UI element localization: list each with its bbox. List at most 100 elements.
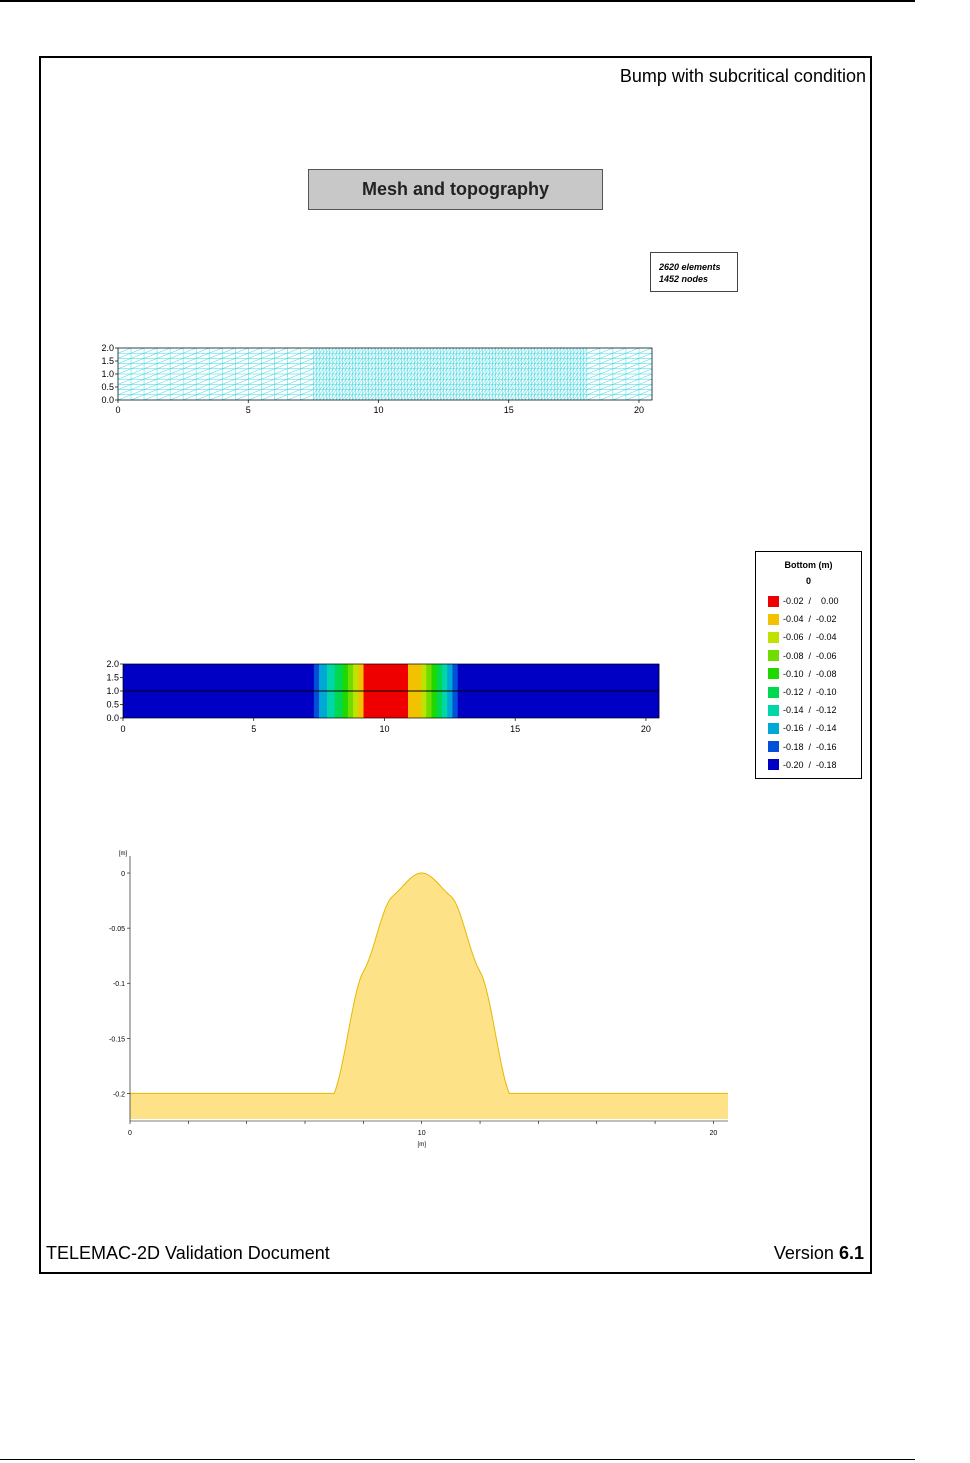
map-y-tick-label: 2.0 <box>106 659 119 669</box>
mesh-diagonal <box>339 394 343 401</box>
mesh-diagonal <box>544 379 549 385</box>
mesh-diagonal <box>326 389 330 395</box>
mesh-diagonal <box>475 358 480 364</box>
mesh-diagonal <box>313 389 317 395</box>
mesh-diagonal <box>335 353 340 359</box>
mesh-diagonal <box>388 358 392 364</box>
mesh-diagonal <box>547 347 552 354</box>
mesh-diagonal <box>261 363 275 370</box>
mesh-diagonal <box>342 379 347 385</box>
mesh-diagonal <box>492 353 496 359</box>
mesh-diagonal <box>368 373 373 380</box>
mesh-diagonal <box>156 384 171 390</box>
mesh-diagonal <box>576 353 581 359</box>
mesh-diagonal <box>388 363 392 369</box>
mesh-diagonal <box>505 358 509 364</box>
mesh-diagonal <box>515 373 519 380</box>
mesh-y-tick-label: 0.0 <box>101 395 114 405</box>
legend-subtitle: 0 <box>805 576 811 586</box>
mesh-diagonal <box>348 358 353 364</box>
mesh-diagonal <box>261 378 275 385</box>
mesh-diagonal <box>453 363 457 369</box>
mesh-diagonal <box>407 368 412 375</box>
mesh-diagonal <box>365 384 369 390</box>
mesh-y-tick-label: 0.5 <box>101 382 114 392</box>
mesh-diagonal <box>407 384 412 390</box>
mesh-diagonal <box>209 347 223 354</box>
mesh-diagonal <box>384 363 389 369</box>
mesh-diagonal <box>430 363 435 369</box>
mesh-diagonal <box>573 384 578 390</box>
mesh-diagonal <box>560 363 565 369</box>
mesh-diagonal <box>427 363 431 369</box>
mesh-diagonal <box>583 368 588 375</box>
mesh-diagonal <box>498 358 503 364</box>
mesh-diagonal <box>469 353 474 359</box>
mesh-diagonal <box>427 353 431 359</box>
mesh-diagonal <box>498 389 503 395</box>
mesh-diagonal <box>300 373 314 380</box>
mesh-diagonal <box>459 394 464 401</box>
mesh-diagonal <box>319 353 324 359</box>
mesh-diagonal <box>544 394 549 401</box>
mesh-diagonal <box>381 379 386 385</box>
mesh-diagonal <box>547 379 552 385</box>
mesh-diagonal <box>453 358 457 364</box>
mesh-diagonal <box>401 347 405 354</box>
mesh-diagonal <box>316 353 321 359</box>
mesh-diagonal <box>332 384 337 390</box>
mesh-diagonal <box>348 363 353 369</box>
mesh-diagonal <box>358 379 363 385</box>
mesh-diagonal <box>498 353 503 359</box>
mesh-diagonal <box>339 358 343 364</box>
mesh-diagonal <box>554 358 558 364</box>
mesh-diagonal <box>371 384 376 390</box>
mesh-diagonal <box>355 389 360 395</box>
mesh-diagonal <box>466 353 470 359</box>
mesh-diagonal <box>563 347 568 354</box>
mesh-diagonal <box>365 358 369 364</box>
mesh-diagonal <box>355 358 360 364</box>
mesh-diagonal <box>319 347 324 354</box>
mesh-diagonal <box>335 373 340 380</box>
mesh-diagonal <box>482 347 487 354</box>
mesh-diagonal <box>248 389 262 396</box>
mesh-diagonal <box>209 368 223 375</box>
mesh-diagonal <box>352 347 356 354</box>
mesh-diagonal <box>248 373 262 380</box>
mesh-diagonal <box>534 347 539 354</box>
mesh-diagonal <box>612 368 627 375</box>
mesh-diagonal <box>368 358 373 364</box>
mesh-diagonal <box>355 394 360 401</box>
mesh-diagonal <box>384 384 389 390</box>
mesh-diagonal <box>332 347 337 354</box>
mesh-diagonal <box>586 378 600 385</box>
mesh-diagonal <box>287 384 301 390</box>
mesh-diagonal <box>436 358 441 364</box>
mesh-diagonal <box>524 384 529 390</box>
mesh-diagonal <box>196 378 210 385</box>
legend-swatch <box>768 650 779 662</box>
mesh-diagonal <box>580 363 584 369</box>
mesh-diagonal <box>573 373 578 380</box>
mesh-diagonal <box>156 368 171 375</box>
mesh-diagonal <box>388 368 392 375</box>
mesh-diagonal <box>170 347 184 354</box>
mesh-diagonal <box>508 363 513 369</box>
mesh-diagonal <box>371 353 376 359</box>
mesh-diagonal <box>462 384 467 390</box>
mesh-diagonal <box>274 358 288 364</box>
mesh-diagonal <box>342 389 347 395</box>
mesh-diagonal <box>443 384 448 390</box>
mesh-diagonal <box>557 379 562 385</box>
mesh-diagonal <box>586 389 600 396</box>
mesh-diagonal <box>583 358 588 364</box>
profile-y-label: [m] <box>119 851 128 857</box>
mesh-diagonal <box>560 394 565 401</box>
mesh-diagonal <box>560 347 565 354</box>
mesh-diagonal <box>534 373 539 380</box>
mesh-diagonal <box>235 389 249 396</box>
legend-label: -0.02 / 0.00 <box>783 596 839 607</box>
mesh-diagonal <box>339 353 343 359</box>
mesh-diagonal <box>388 353 392 359</box>
